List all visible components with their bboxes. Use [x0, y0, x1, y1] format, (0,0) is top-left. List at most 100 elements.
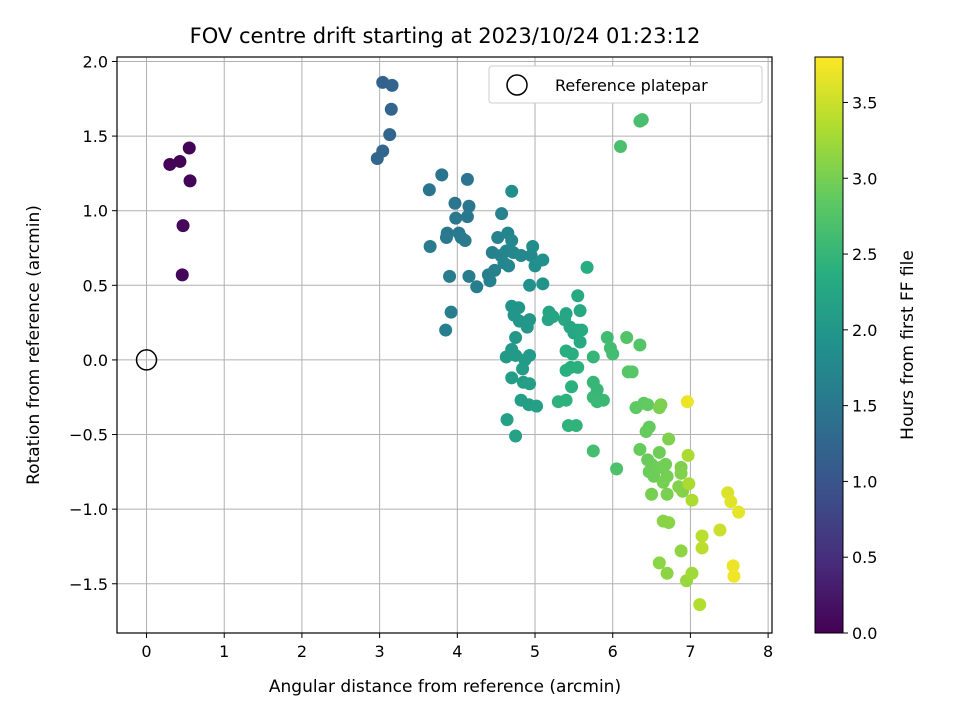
data-point: [573, 304, 587, 318]
data-point: [384, 102, 398, 116]
plot-frame: [116, 56, 773, 634]
data-point: [422, 183, 436, 197]
colorbar-tick-label: 0.5: [852, 548, 877, 567]
data-point: [435, 168, 449, 182]
data-point: [659, 457, 673, 471]
x-tick-label: 2: [297, 642, 307, 661]
data-point: [559, 363, 573, 377]
data-point: [674, 466, 688, 480]
legend: Reference platepar: [488, 65, 763, 104]
data-point: [462, 269, 476, 283]
data-point: [610, 462, 624, 476]
y-tick-label: 1.0: [83, 202, 108, 221]
data-point: [565, 347, 579, 361]
y-tick-label: 0.0: [83, 351, 108, 370]
reference-platepar-marker: [135, 349, 158, 371]
data-point: [633, 442, 647, 456]
data-point: [520, 320, 534, 334]
colorbar-label: Hours from first FF file: [898, 250, 918, 440]
data-point: [495, 207, 509, 221]
data-point: [536, 277, 550, 291]
data-point: [460, 172, 474, 186]
data-point: [462, 199, 476, 213]
data-point: [546, 310, 560, 324]
colorbar-tick-label: 3.0: [852, 169, 877, 188]
data-point: [580, 260, 594, 274]
data-point: [505, 184, 519, 198]
data-point: [645, 487, 659, 501]
data-point: [693, 598, 707, 612]
y-tick-label: −1.0: [69, 500, 108, 519]
data-point: [641, 398, 655, 412]
data-point: [586, 444, 600, 458]
colorbar-tick-label: 3.5: [852, 93, 877, 112]
data-point: [620, 331, 634, 345]
data-point: [569, 419, 583, 433]
data-point: [571, 289, 585, 303]
data-point: [662, 516, 676, 530]
data-point: [514, 248, 528, 262]
legend-entry-reference-platepar: Reference platepar: [555, 76, 708, 95]
colorbar-tick-label: 1.5: [852, 397, 877, 416]
data-point: [516, 362, 530, 376]
data-point: [713, 523, 727, 537]
y-tick-label: 0.5: [83, 276, 108, 295]
data-point: [505, 234, 519, 248]
x-tick-label: 3: [375, 642, 385, 661]
legend-box: [488, 65, 763, 104]
y-axis-label: Rotation from reference (arcmin): [24, 205, 44, 485]
data-point: [491, 231, 505, 245]
grid-lines: [117, 57, 772, 633]
data-point: [163, 157, 177, 171]
data-point: [173, 154, 187, 168]
data-point: [654, 398, 668, 412]
data-point: [685, 566, 699, 580]
y-axis-ticks: −1.5 −1.0 −0.5 0.0 0.5 1.0 1.5 2.0: [69, 52, 117, 594]
data-point: [423, 240, 437, 254]
data-point: [573, 335, 587, 349]
data-point: [656, 475, 670, 489]
x-axis-ticks: 0 1 2 3 4 5 6 7 8: [141, 633, 773, 661]
x-tick-label: 1: [219, 642, 229, 661]
data-point: [536, 253, 550, 267]
data-point: [509, 331, 523, 345]
data-point: [695, 529, 709, 543]
data-point: [680, 395, 694, 409]
x-tick-label: 0: [141, 642, 151, 661]
data-point: [586, 350, 600, 364]
reference-marker: [135, 349, 158, 371]
data-point: [606, 347, 620, 361]
data-point: [639, 425, 653, 439]
data-point: [439, 323, 453, 337]
chart-title: FOV centre drift starting at 2023/10/24 …: [190, 24, 701, 48]
colorbar-tick-label: 1.0: [852, 472, 877, 491]
x-tick-label: 6: [608, 642, 618, 661]
data-point: [613, 140, 627, 154]
data-point: [682, 477, 696, 491]
colorbar-tick-label: 0.0: [852, 624, 877, 643]
data-point: [176, 219, 190, 233]
data-point: [727, 569, 741, 583]
data-point: [674, 544, 688, 558]
data-point: [509, 429, 523, 443]
data-point: [523, 348, 537, 362]
data-point: [488, 263, 502, 277]
colorbar-gradient: [814, 56, 844, 634]
data-point: [596, 393, 610, 407]
data-point: [182, 141, 196, 155]
colorbar: 0.0 0.5 1.0 1.5 2.0 2.5 3.0 3.5 Hours from firs…: [814, 56, 918, 643]
data-point: [530, 399, 544, 413]
data-point: [732, 505, 746, 519]
colorbar-tick-label: 2.5: [852, 245, 877, 264]
data-point: [483, 274, 497, 288]
data-point: [571, 360, 585, 374]
data-point: [439, 231, 453, 245]
data-points: [163, 75, 746, 612]
data-point: [724, 495, 738, 509]
colorbar-tick-label: 2.0: [852, 321, 877, 340]
y-tick-label: −1.5: [69, 575, 108, 594]
data-point: [470, 280, 484, 294]
x-tick-label: 7: [685, 642, 695, 661]
data-point: [523, 278, 537, 292]
data-point: [633, 338, 647, 352]
